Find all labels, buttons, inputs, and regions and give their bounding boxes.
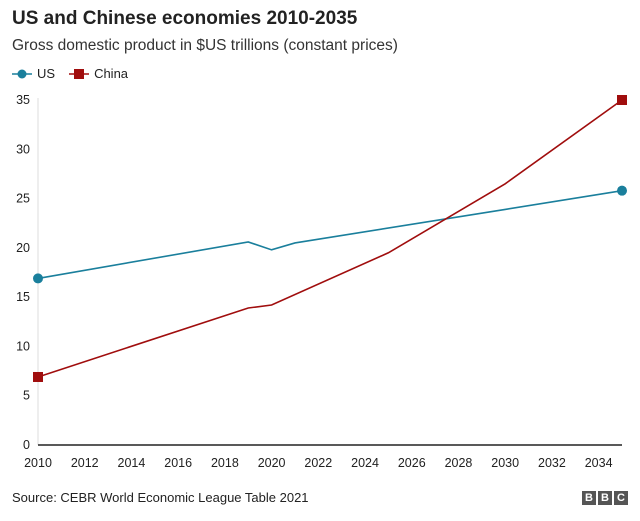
x-tick-label: 2018 [211, 456, 239, 470]
y-tick-label: 30 [16, 142, 30, 156]
legend-item-china: China [69, 66, 128, 81]
x-tick-label: 2022 [304, 456, 332, 470]
data-point-us [617, 185, 627, 196]
y-tick-label: 15 [16, 290, 30, 304]
x-tick-label: 2026 [398, 456, 426, 470]
chart-subtitle: Gross domestic product in $US trillions … [12, 37, 398, 54]
x-tick-label: 2014 [118, 456, 146, 470]
y-tick-label: 10 [16, 339, 30, 353]
y-tick-label: 20 [16, 241, 30, 255]
legend-label: US [37, 66, 56, 81]
series-line-china [37, 99, 623, 378]
data-point-us [33, 273, 43, 284]
circle-marker-icon [12, 69, 32, 78]
legend: US China [12, 66, 128, 81]
x-tick-label: 2034 [585, 456, 613, 470]
x-tick-label: 2010 [24, 456, 52, 470]
x-tick-label: 2012 [71, 456, 99, 470]
chart-title: US and Chinese economies 2010-2035 [12, 8, 358, 29]
data-point-china [617, 95, 627, 105]
x-tick-label: 2016 [164, 456, 192, 470]
y-tick-label: 0 [23, 438, 30, 452]
square-marker-icon [69, 68, 90, 79]
y-tick-label: 35 [16, 93, 30, 107]
y-tick-label: 25 [16, 192, 30, 206]
x-tick-label: 2028 [445, 456, 473, 470]
source-note: Source: CEBR World Economic League Table… [12, 490, 309, 505]
x-tick-label: 2030 [491, 456, 519, 470]
legend-item-us: US [12, 66, 55, 81]
data-point-china [33, 371, 43, 382]
x-tick-label: 2024 [351, 456, 379, 470]
series-line-us [37, 189, 623, 280]
y-tick-label: 5 [23, 389, 30, 403]
x-tick-label: 2032 [538, 456, 566, 470]
legend-label: China [94, 66, 129, 81]
x-tick-label: 2020 [258, 456, 286, 470]
